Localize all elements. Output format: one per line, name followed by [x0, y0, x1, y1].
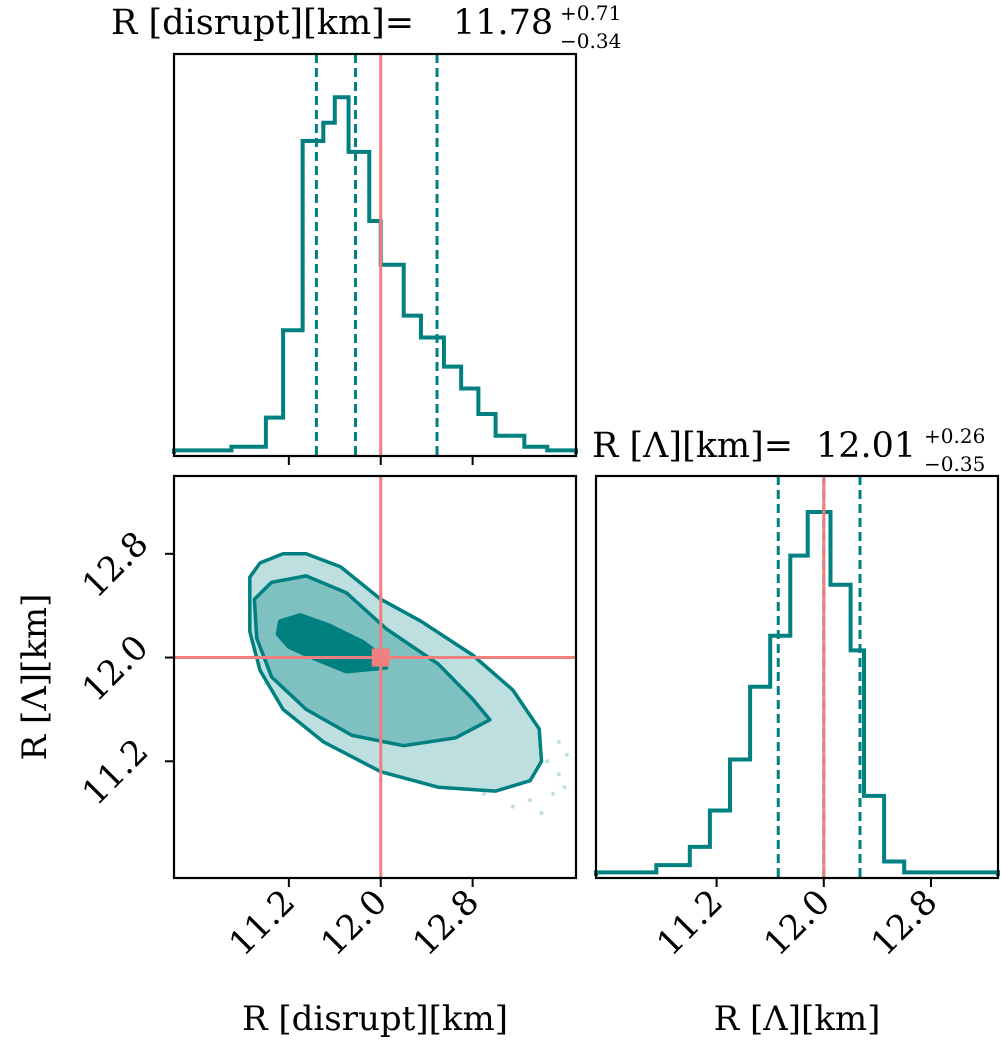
hist-disrupt-histogram-step [172, 95, 578, 454]
hist-lambda-x-axis-label: R [Λ][km] [714, 999, 881, 1039]
contour-x-tick-label-0: 11.2 [221, 882, 303, 964]
contour-sample-point-11 [539, 811, 544, 816]
contour-sample-point-8 [556, 772, 561, 777]
contour-sample-point-7 [545, 759, 550, 764]
hist-disrupt-title-lower: −0.34 [560, 29, 621, 53]
hist-lambda-plot: 11.2 12.0 12.8 [594, 476, 1000, 964]
contour-y-tick-label-0: 11.2 [75, 731, 157, 813]
contour-sample-point-16 [564, 752, 569, 757]
hist-disrupt-plot [172, 54, 578, 465]
contour-x-tick-label-1: 12.0 [313, 882, 395, 964]
hist-lambda-frame [594, 474, 1000, 880]
contour-sample-point-10 [551, 791, 556, 796]
contour-x-tick-label-2: 12.8 [405, 882, 487, 964]
contour-sample-point-6 [528, 798, 533, 803]
hist-disrupt-title-value: 11.78 [453, 3, 553, 43]
contour-sample-point-9 [562, 785, 567, 790]
contour-plot [174, 476, 576, 878]
hist-lambda-title-upper: +0.26 [924, 424, 985, 448]
hist-disrupt-title-upper: +0.71 [560, 1, 621, 25]
hist-lambda-x-tick-label-1: 12.0 [756, 882, 838, 964]
hist-lambda-title-value: 12.01 [816, 426, 916, 466]
contour-x-axis-label: R [disrupt][km] [242, 999, 508, 1039]
hist-lambda-title-prefix: R [Λ][km]= [592, 426, 793, 466]
contour-y-axis-label: R [Λ][km] [15, 594, 55, 761]
contour-y-tick-label-2: 12.8 [75, 524, 157, 606]
contour-sample-point-21 [510, 804, 515, 809]
hist-disrupt-title-prefix: R [disrupt][km]= [111, 3, 414, 43]
contour-panel: 11.2 12.0 12.811.212.012.8 R [disrupt][km]… [15, 474, 578, 1039]
hist-lambda-x-tick-label-0: 11.2 [649, 882, 731, 964]
hist-lambda-histogram-step [594, 510, 1000, 876]
hist-lambda-x-tick-label-2: 12.8 [864, 882, 946, 964]
hist-disrupt-panel: R [disrupt][km]= 11.78 +0.71 −0.34 [111, 1, 621, 465]
hist-lambda-panel: R [Λ][km]= 12.01 +0.26 −0.35 11.2 12.0 12.… [592, 424, 1000, 1039]
contour-frame [172, 474, 578, 880]
hist-lambda-title-lower: −0.35 [924, 452, 985, 476]
contour-truth-marker [371, 648, 390, 667]
contour-sample-point-15 [556, 739, 561, 744]
contour-y-tick-label-1: 12.0 [75, 628, 157, 710]
hist-disrupt-frame [172, 52, 578, 458]
contour-sample-point-12 [482, 791, 487, 796]
